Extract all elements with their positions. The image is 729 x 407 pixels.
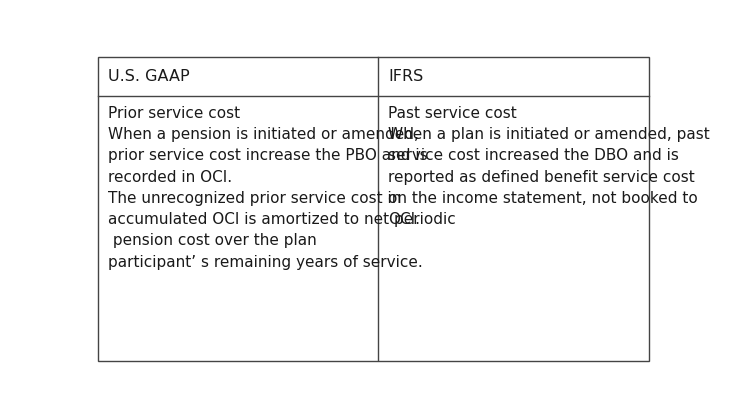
Text: IFRS: IFRS bbox=[389, 69, 424, 84]
Text: service cost increased the DBO and is: service cost increased the DBO and is bbox=[389, 148, 679, 163]
Text: on the income statement, not booked to: on the income statement, not booked to bbox=[389, 191, 698, 206]
Text: When a pension is initiated or amended,: When a pension is initiated or amended, bbox=[108, 127, 419, 142]
Text: The unrecognized prior service cost in: The unrecognized prior service cost in bbox=[108, 191, 402, 206]
Text: When a plan is initiated or amended, past: When a plan is initiated or amended, pas… bbox=[389, 127, 710, 142]
Text: pension cost over the plan: pension cost over the plan bbox=[108, 234, 317, 248]
Text: accumulated OCI is amortized to net periodic: accumulated OCI is amortized to net peri… bbox=[108, 212, 456, 227]
Text: U.S. GAAP: U.S. GAAP bbox=[108, 69, 190, 84]
Text: recorded in OCI.: recorded in OCI. bbox=[108, 170, 233, 184]
Text: Prior service cost: Prior service cost bbox=[108, 105, 240, 120]
Text: reported as defined benefit service cost: reported as defined benefit service cost bbox=[389, 170, 695, 184]
Text: participant’ s remaining years of service.: participant’ s remaining years of servic… bbox=[108, 255, 423, 270]
Text: prior service cost increase the PBO and is: prior service cost increase the PBO and … bbox=[108, 148, 428, 163]
Text: Past service cost: Past service cost bbox=[389, 105, 517, 120]
Text: OCI.: OCI. bbox=[389, 212, 421, 227]
